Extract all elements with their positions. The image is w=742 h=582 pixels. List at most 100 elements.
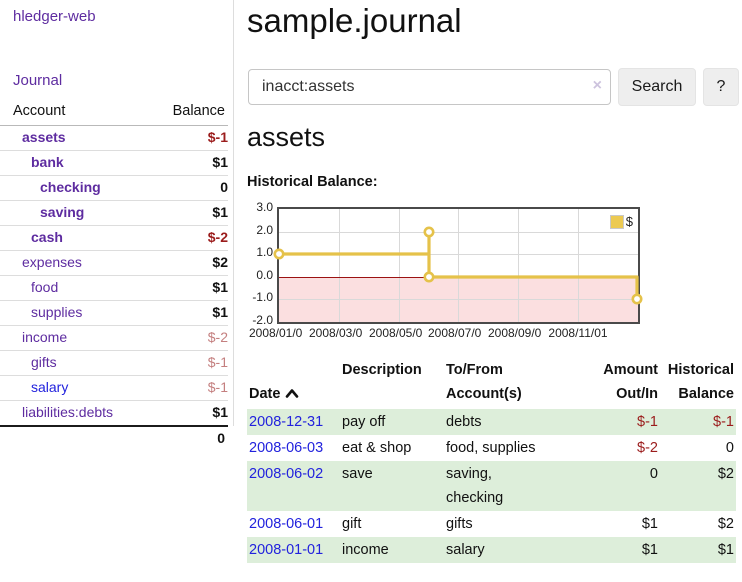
data-point-marker bbox=[633, 295, 641, 303]
account-balance: $2 bbox=[153, 251, 228, 276]
data-point-marker bbox=[425, 228, 433, 236]
y-tick: 2.0 bbox=[247, 222, 273, 238]
transaction-balance: $2 bbox=[660, 511, 736, 537]
account-balance: $-1 bbox=[153, 126, 228, 151]
register-col-amount: Amount Out/In bbox=[584, 356, 660, 409]
transaction-description: income bbox=[340, 537, 444, 563]
transaction-balance: $2 bbox=[660, 461, 736, 511]
account-row: assets $-1 bbox=[0, 126, 228, 151]
transaction-description: gift bbox=[340, 511, 444, 537]
account-row: bank $1 bbox=[0, 151, 228, 176]
transaction-date-link[interactable]: 2008-01-01 bbox=[249, 542, 323, 558]
transaction-balance: $-1 bbox=[660, 409, 736, 435]
account-balance: $1 bbox=[153, 276, 228, 301]
account-balance: 0 bbox=[153, 176, 228, 201]
account-link-cash[interactable]: cash bbox=[31, 229, 63, 245]
account-link-expenses[interactable]: expenses bbox=[22, 254, 82, 270]
data-point-marker bbox=[275, 250, 283, 258]
accounts-table: Account Balance assets $-1 bank $1 check… bbox=[0, 100, 228, 451]
accounts-total-row: 0 bbox=[0, 426, 228, 451]
account-link-liabilities-debts[interactable]: liabilities:debts bbox=[22, 404, 113, 420]
transaction-accounts: saving, checking bbox=[444, 461, 584, 511]
sidebar: hledger-web Journal Account Balance asse… bbox=[0, 0, 234, 426]
account-link-food[interactable]: food bbox=[31, 279, 58, 295]
transaction-date-link[interactable]: 2008-06-01 bbox=[249, 516, 323, 532]
account-link-income[interactable]: income bbox=[22, 329, 67, 345]
account-link-assets[interactable]: assets bbox=[22, 129, 66, 145]
page-title: sample.journal bbox=[247, 2, 462, 40]
transaction-amount: $1 bbox=[584, 511, 660, 537]
account-heading: assets bbox=[247, 122, 325, 153]
sidebar-item-journal[interactable]: Journal bbox=[13, 72, 62, 89]
accounts-col-balance: Balance bbox=[153, 100, 228, 126]
account-balance: $1 bbox=[153, 301, 228, 326]
historical-balance-chart: 3.0 2.0 1.0 0.0 -1.0 -2.0 bbox=[247, 200, 742, 352]
register-row: 2008-06-01 gift gifts $1 $2 bbox=[247, 511, 736, 537]
y-tick: 3.0 bbox=[247, 199, 273, 215]
account-row: food $1 bbox=[0, 276, 228, 301]
account-balance: $-2 bbox=[153, 226, 228, 251]
y-tick: 1.0 bbox=[247, 244, 273, 260]
register-col-date[interactable]: Date bbox=[247, 356, 340, 409]
transaction-amount: $-2 bbox=[584, 435, 660, 461]
register-row: 2008-12-31 pay off debts $-1 $-1 bbox=[247, 409, 736, 435]
x-tick: 2008/11/01 bbox=[542, 326, 614, 341]
account-row: checking 0 bbox=[0, 176, 228, 201]
account-row: gifts $-1 bbox=[0, 351, 228, 376]
account-link-salary[interactable]: salary bbox=[31, 379, 68, 395]
account-row: salary $-1 bbox=[0, 376, 228, 401]
account-link-saving[interactable]: saving bbox=[40, 204, 84, 220]
help-button[interactable]: ? bbox=[703, 68, 739, 106]
account-balance: $-2 bbox=[153, 326, 228, 351]
register-table: Date Description To/From Account(s) Amou… bbox=[247, 356, 736, 563]
transaction-description: pay off bbox=[340, 409, 444, 435]
account-row: cash $-2 bbox=[0, 226, 228, 251]
transaction-date-link[interactable]: 2008-12-31 bbox=[249, 414, 323, 430]
register-col-description: Description bbox=[340, 356, 444, 409]
account-link-bank[interactable]: bank bbox=[31, 154, 64, 170]
account-row: expenses $2 bbox=[0, 251, 228, 276]
clear-search-icon[interactable]: × bbox=[593, 77, 602, 95]
search-form: × Search ? bbox=[247, 68, 742, 106]
account-row: supplies $1 bbox=[0, 301, 228, 326]
register-row: 2008-06-03 eat & shop food, supplies $-2… bbox=[247, 435, 736, 461]
transaction-date-link[interactable]: 2008-06-03 bbox=[249, 440, 323, 456]
register-col-accounts: To/From Account(s) bbox=[444, 356, 584, 409]
transaction-amount: 0 bbox=[584, 461, 660, 511]
chart-title: Historical Balance: bbox=[247, 174, 378, 190]
sort-ascending-icon bbox=[285, 383, 299, 407]
account-row: income $-2 bbox=[0, 326, 228, 351]
account-balance: $-1 bbox=[153, 351, 228, 376]
account-balance: $-1 bbox=[153, 376, 228, 401]
legend-label: $ bbox=[626, 214, 633, 229]
search-input[interactable] bbox=[248, 69, 611, 105]
accounts-total-value: 0 bbox=[153, 426, 228, 451]
data-point-marker bbox=[425, 273, 433, 281]
transaction-accounts: gifts bbox=[444, 511, 584, 537]
y-tick: -1.0 bbox=[247, 289, 273, 305]
account-link-checking[interactable]: checking bbox=[40, 179, 101, 195]
account-balance: $1 bbox=[153, 151, 228, 176]
y-tick: 0.0 bbox=[247, 267, 273, 283]
register-col-balance: Historical Balance bbox=[660, 356, 736, 409]
search-button[interactable]: Search bbox=[618, 68, 696, 106]
account-link-gifts[interactable]: gifts bbox=[31, 354, 57, 370]
balance-series-line bbox=[279, 209, 638, 322]
register-row: 2008-01-01 income salary $1 $1 bbox=[247, 537, 736, 563]
legend-swatch bbox=[610, 215, 624, 229]
transaction-description: eat & shop bbox=[340, 435, 444, 461]
register-row: 2008-06-02 save saving, checking 0 $2 bbox=[247, 461, 736, 511]
chart-legend: $ bbox=[610, 214, 633, 229]
spacer bbox=[0, 426, 153, 451]
transaction-accounts: debts bbox=[444, 409, 584, 435]
transaction-accounts: food, supplies bbox=[444, 435, 584, 461]
account-balance: $1 bbox=[153, 401, 228, 427]
transaction-balance: 0 bbox=[660, 435, 736, 461]
transaction-amount: $-1 bbox=[584, 409, 660, 435]
brand-link[interactable]: hledger-web bbox=[13, 8, 96, 25]
transaction-date-link[interactable]: 2008-06-02 bbox=[249, 466, 323, 482]
account-link-supplies[interactable]: supplies bbox=[31, 304, 82, 320]
transaction-description: save bbox=[340, 461, 444, 511]
transaction-amount: $1 bbox=[584, 537, 660, 563]
transaction-balance: $1 bbox=[660, 537, 736, 563]
